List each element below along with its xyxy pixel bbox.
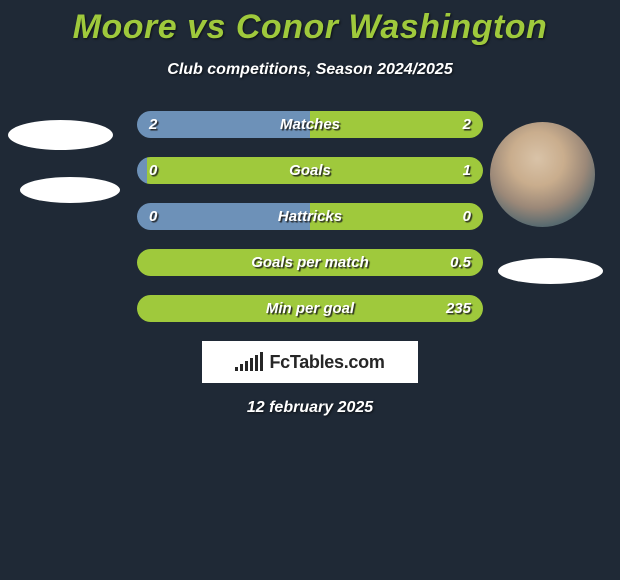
stat-label: Goals xyxy=(289,157,331,184)
avatar-bot-right xyxy=(498,258,603,284)
stat-label: Goals per match xyxy=(251,249,369,276)
stat-row: Min per goal 235 xyxy=(137,295,483,322)
stat-label: Min per goal xyxy=(266,295,354,322)
page-title: Moore vs Conor Washington xyxy=(0,0,620,47)
stat-value-right: 0.5 xyxy=(450,249,471,276)
stat-value-right: 235 xyxy=(446,295,471,322)
stat-value-right: 2 xyxy=(463,111,471,138)
stat-value-right: 1 xyxy=(463,157,471,184)
stats-table: 2 Matches 2 0 Goals 1 0 Hattricks 0 Goals per mat… xyxy=(137,111,483,322)
stat-value-left: 0 xyxy=(149,157,157,184)
avatar-mid-left xyxy=(20,177,120,203)
branding-badge: FcTables.com xyxy=(202,341,418,383)
subtitle: Club competitions, Season 2024/2025 xyxy=(0,61,620,79)
branding-bars-icon xyxy=(235,353,263,371)
date-label: 12 february 2025 xyxy=(0,399,620,417)
avatar-top-right xyxy=(490,122,595,227)
stat-row: 0 Hattricks 0 xyxy=(137,203,483,230)
branding-text: FcTables.com xyxy=(269,352,384,373)
stat-row: Goals per match 0.5 xyxy=(137,249,483,276)
stat-label: Hattricks xyxy=(278,203,342,230)
stat-row: 0 Goals 1 xyxy=(137,157,483,184)
stat-label: Matches xyxy=(280,111,340,138)
stat-value-right: 0 xyxy=(463,203,471,230)
stat-value-left: 0 xyxy=(149,203,157,230)
stat-value-left: 2 xyxy=(149,111,157,138)
stat-row: 2 Matches 2 xyxy=(137,111,483,138)
avatar-top-left xyxy=(8,120,113,150)
stat-bar-left xyxy=(137,157,147,184)
